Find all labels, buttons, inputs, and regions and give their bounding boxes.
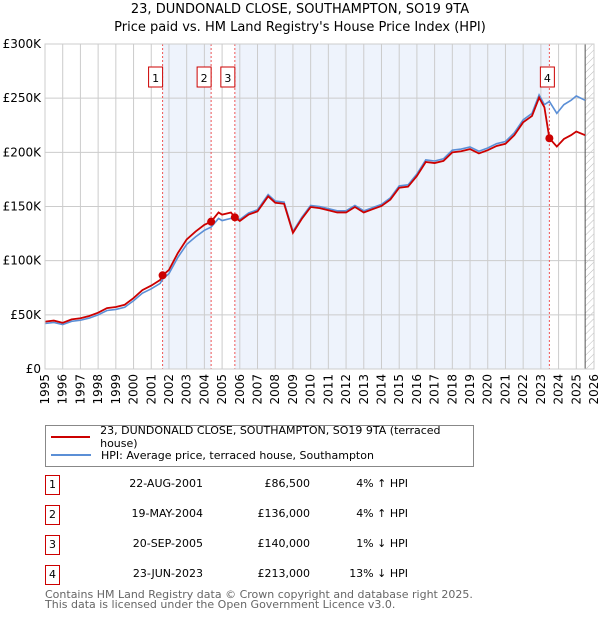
x-tick-label: 2009 <box>286 374 300 405</box>
x-tick-label: 1998 <box>91 374 105 405</box>
x-tick-label: 2011 <box>321 374 335 405</box>
y-tick-label: £300K <box>3 37 43 51</box>
sale-hpi-diff: 1% ↓ HPI <box>356 537 408 550</box>
sale-row: 4 23-JUN-2023 £213,000 13% ↓ HPI <box>45 565 445 585</box>
sale-marker-label: 2 <box>45 505 60 525</box>
sale-marker-label: 1 <box>45 475 60 495</box>
x-tick-label: 2022 <box>516 374 530 405</box>
x-tick-label: 2021 <box>498 374 512 405</box>
sale-price: £140,000 <box>257 537 311 550</box>
x-tick-label: 2020 <box>481 374 495 405</box>
x-tick-label: 2019 <box>463 374 477 405</box>
price-chart: 1995 1996 1997 1998 1999 2000 2001 2002 2003 2004… <box>3 37 600 405</box>
sale-hpi-diff: 4% ↑ HPI <box>356 507 408 520</box>
sale-point <box>545 134 554 143</box>
x-tick-label: 1995 <box>38 374 52 405</box>
x-tick-label: 1999 <box>109 374 123 405</box>
sale-flag-label: 1 <box>152 72 159 85</box>
x-tick-label: 2004 <box>197 374 211 405</box>
legend-item-property: 23, DUNDONALD CLOSE, SOUTHAMPTON, SO19 9… <box>46 424 473 450</box>
y-tick-label: £50K <box>10 308 42 322</box>
y-tick-label: £150K <box>3 200 43 214</box>
x-tick-label: 2018 <box>445 374 459 405</box>
x-tick-label: 2013 <box>357 374 371 405</box>
x-tick-label: 2012 <box>339 374 353 405</box>
sale-row: 2 19-MAY-2004 £136,000 4% ↑ HPI <box>45 505 445 525</box>
sale-row: 1 22-AUG-2001 £86,500 4% ↑ HPI <box>45 475 445 495</box>
sale-price: £136,000 <box>257 507 311 520</box>
sale-marker-label: 3 <box>45 535 60 555</box>
sale-price: £86,500 <box>264 477 311 490</box>
sale-point <box>207 217 216 226</box>
x-tick-label: 2002 <box>162 374 176 405</box>
plot-frame <box>44 43 595 370</box>
y-tick-label: £200K <box>3 145 43 159</box>
sale-point <box>158 271 167 280</box>
x-tick-label: 1997 <box>73 374 87 405</box>
x-tick-label: 2014 <box>374 374 388 405</box>
sale-flag-label: 4 <box>544 72 551 85</box>
sale-flag-box <box>148 66 164 88</box>
sale-point <box>230 213 239 222</box>
x-tick-label: 2015 <box>392 374 406 405</box>
x-tick-label: 2007 <box>251 374 265 405</box>
x-tick-label: 2000 <box>127 374 141 405</box>
sale-flag-box <box>196 66 212 88</box>
x-tick-label: 2024 <box>552 374 566 405</box>
legend-label: HPI: Average price, terraced house, Sout… <box>101 448 374 462</box>
x-tick-label: 2025 <box>569 374 583 405</box>
sale-date: 19-MAY-2004 <box>131 507 203 520</box>
legend-swatch <box>51 436 91 438</box>
footer-line: This data is licensed under the Open Gov… <box>45 598 396 611</box>
hpi-line <box>44 93 586 326</box>
legend-item-hpi: HPI: Average price, terraced house, Sout… <box>46 447 374 463</box>
sale-date: 20-SEP-2005 <box>132 537 203 550</box>
sale-flag-box <box>220 66 236 88</box>
x-tick-label: 2005 <box>215 374 229 405</box>
sale-marker-label: 4 <box>45 565 60 585</box>
footer-line: Contains HM Land Registry data © Crown c… <box>45 588 473 601</box>
legend: 23, DUNDONALD CLOSE, SOUTHAMPTON, SO19 9… <box>45 424 474 467</box>
legend-swatch <box>51 454 91 456</box>
sale-flag-label: 3 <box>224 72 231 85</box>
footer: Contains HM Land Registry data © Crown c… <box>45 588 473 611</box>
x-tick-label: 2017 <box>428 374 442 405</box>
sale-hpi-diff: 4% ↑ HPI <box>356 477 408 490</box>
x-tick-label: 1996 <box>56 374 70 405</box>
y-tick-label: £100K <box>3 254 43 268</box>
x-tick-label: 2010 <box>304 374 318 405</box>
sale-date: 22-AUG-2001 <box>129 477 203 490</box>
x-tick-label: 2016 <box>410 374 424 405</box>
sale-date: 23-JUN-2023 <box>132 567 203 580</box>
x-tick-label: 2008 <box>268 374 282 405</box>
x-tick-label: 2003 <box>180 374 194 405</box>
x-tick-label: 2023 <box>534 374 548 405</box>
chart-subtitle: Price paid vs. HM Land Registry's House … <box>114 20 486 35</box>
y-tick-label: £250K <box>3 91 43 105</box>
legend-label: 23, DUNDONALD CLOSE, SOUTHAMPTON, SO19 9… <box>100 424 441 450</box>
x-tick-label: 2006 <box>233 374 247 405</box>
sale-row: 3 20-SEP-2005 £140,000 1% ↓ HPI <box>45 535 445 555</box>
sale-hpi-diff: 13% ↓ HPI <box>349 567 408 580</box>
chart-title: 23, DUNDONALD CLOSE, SOUTHAMPTON, SO19 9… <box>130 2 470 17</box>
sale-price: £213,000 <box>257 567 311 580</box>
x-tick-label: 2026 <box>587 374 600 405</box>
y-tick-label: £0 <box>26 362 41 376</box>
sale-flag-box <box>539 66 555 88</box>
sale-flag-label: 2 <box>201 72 208 85</box>
property-line <box>44 95 586 324</box>
x-tick-label: 2001 <box>144 374 158 405</box>
